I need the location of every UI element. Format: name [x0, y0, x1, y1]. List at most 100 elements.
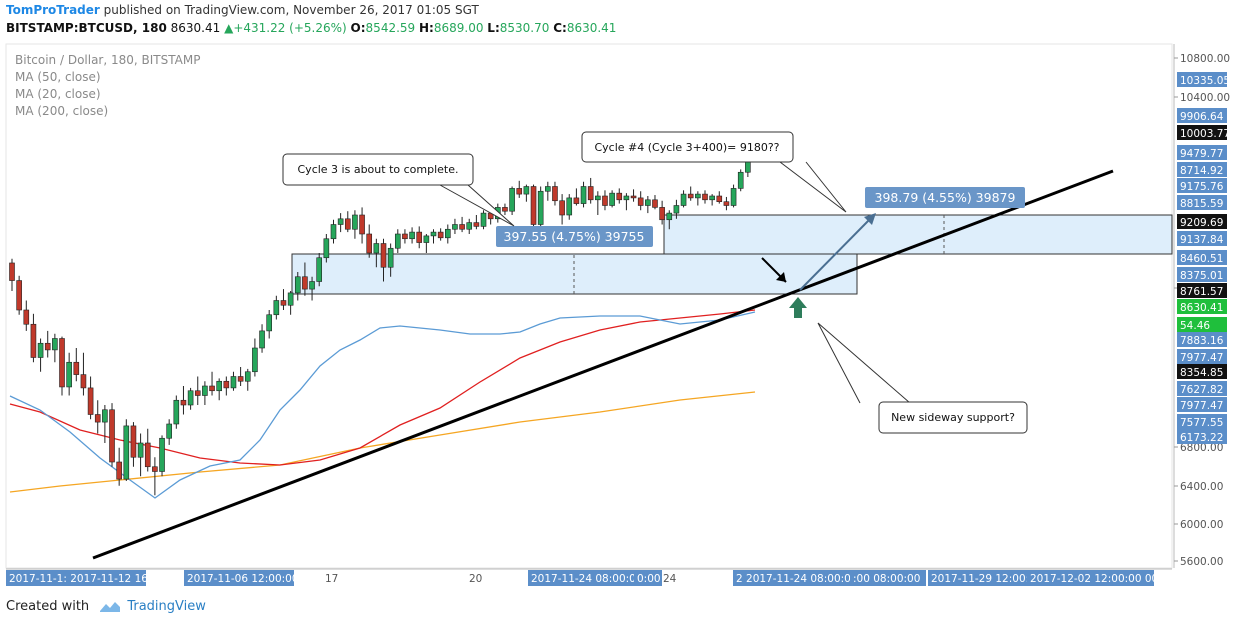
- candle-body: [573, 197, 580, 204]
- candle-body: [566, 197, 573, 216]
- candle-body: [466, 222, 473, 230]
- price-label-bg: [1177, 108, 1227, 123]
- candle-body: [330, 224, 337, 240]
- time-label: 2017-11-1: 2017-11-12 16:00:00: [9, 573, 182, 585]
- price-label: 9175.76: [1180, 181, 1224, 193]
- up-arrow-icon: ▲: [224, 21, 234, 35]
- price-label: 7883.16: [1180, 335, 1224, 347]
- high-label: H:: [419, 21, 434, 35]
- zone-cycle-4: [663, 214, 1173, 255]
- candle-body: [144, 442, 151, 468]
- candle-body: [80, 374, 87, 389]
- candle-body: [130, 425, 137, 458]
- time-label: 17: [325, 573, 338, 585]
- open-value: 8542.59: [365, 21, 416, 35]
- candle-body: [44, 342, 51, 351]
- callout-3-box: [878, 401, 1028, 434]
- down-arrow-head: [776, 272, 786, 282]
- candle-body: [373, 243, 380, 254]
- price-label-bg: [1177, 231, 1227, 246]
- candle-body: [687, 193, 694, 199]
- price-label: 8761.57: [1180, 286, 1223, 298]
- price-label-bg: [1177, 250, 1227, 265]
- legend-ma200: MA (200, close): [15, 104, 109, 118]
- zone-2-label-bg: [865, 187, 1025, 208]
- candle-body: [409, 231, 415, 240]
- candle-body: [416, 231, 423, 243]
- time-label: 2017-11-29 12:00:0: [931, 573, 1036, 585]
- price-label: 7977.47: [1180, 400, 1223, 412]
- candle-body: [173, 399, 180, 425]
- candle-body: [659, 207, 665, 221]
- price-label-bg: [1177, 214, 1227, 229]
- candle-body: [223, 380, 230, 389]
- candle-body: [344, 218, 351, 230]
- author-link[interactable]: TomProTrader: [6, 3, 100, 17]
- candle-body: [695, 193, 701, 199]
- up-arrow-head: [864, 213, 876, 225]
- candle-body: [480, 212, 487, 227]
- zone-2-label: 398.79 (4.55%) 39879: [875, 190, 1016, 205]
- callout-3-text: New sideway support?: [891, 411, 1015, 424]
- legend-ma50: MA (50, close): [15, 70, 101, 84]
- price-label: 9906.64: [1180, 111, 1224, 123]
- close-value: 8630.41: [566, 21, 617, 35]
- price-label-bg: [1177, 145, 1227, 160]
- candle-body: [123, 425, 130, 480]
- time-label-bg: [733, 570, 851, 586]
- price-label-bg: [1177, 162, 1227, 177]
- candle-body: [723, 201, 730, 206]
- time-label: 2017-12-02 12:00:00 00: [1030, 573, 1158, 585]
- candle-body: [459, 224, 465, 230]
- price-label: 9137.84: [1180, 234, 1224, 246]
- candle-body: [266, 314, 272, 332]
- price-label-bg: [1177, 429, 1227, 444]
- callout-2-text: Cycle #4 (Cycle 3+400)= 9180??: [594, 141, 779, 154]
- price-label: 10335.05: [1180, 75, 1230, 87]
- callout-1-box: [282, 153, 474, 186]
- time-label: 0:00: [637, 573, 661, 585]
- plot-area: [5, 43, 1173, 569]
- candle-body: [545, 186, 551, 192]
- candle-body: [630, 195, 637, 199]
- tradingview-link[interactable]: TradingView: [127, 599, 206, 614]
- candle-body: [359, 214, 365, 235]
- candle-body: [202, 385, 208, 396]
- candle-body: [180, 399, 187, 406]
- price-chart[interactable]: 397.55 (4.75%) 39755 398.79 (4.55%) 39879…: [0, 40, 1238, 588]
- price-label: 8815.59: [1180, 198, 1223, 210]
- candle-body: [152, 466, 158, 472]
- candle-body: [137, 442, 144, 458]
- price-label: 6173.22: [1180, 432, 1223, 444]
- candle-body: [444, 228, 451, 239]
- candle-body: [59, 338, 65, 388]
- candle-body: [587, 186, 594, 201]
- candle-body: [16, 280, 22, 311]
- time-label: 2 2017-11-24 08:00:00: [736, 573, 858, 585]
- candle-body: [559, 200, 565, 216]
- candle-body: [237, 376, 244, 382]
- candle-body: [244, 371, 251, 382]
- price-label-bg: [1177, 178, 1227, 193]
- tradingview-logo-icon: [100, 601, 121, 612]
- candle-body: [437, 231, 444, 239]
- last-price: 8630.41: [170, 21, 221, 35]
- callout-1-tail: [439, 184, 515, 227]
- time-label: 2017-11-06 12:00:00: [187, 573, 299, 585]
- time-label: 20: [469, 573, 482, 585]
- support-arrow-icon: [789, 297, 807, 318]
- legend-pair: Bitcoin / Dollar, 180, BITSTAMP: [15, 53, 201, 67]
- candle-body: [323, 238, 330, 259]
- candle-body: [280, 300, 287, 306]
- publish-line: TomProTrader published on TradingView.co…: [6, 3, 479, 17]
- callout-2-tail: [779, 161, 847, 213]
- price-label: 8630.41: [1180, 302, 1223, 314]
- price-label-bg: [1177, 267, 1227, 282]
- candle-body: [580, 186, 587, 204]
- candle-body: [30, 323, 37, 358]
- price-label-bg: [1177, 195, 1227, 210]
- price-label-bg: [1177, 397, 1227, 412]
- callout-3-tail: [817, 322, 911, 404]
- candle-body: [230, 376, 237, 389]
- candle-body: [645, 199, 651, 206]
